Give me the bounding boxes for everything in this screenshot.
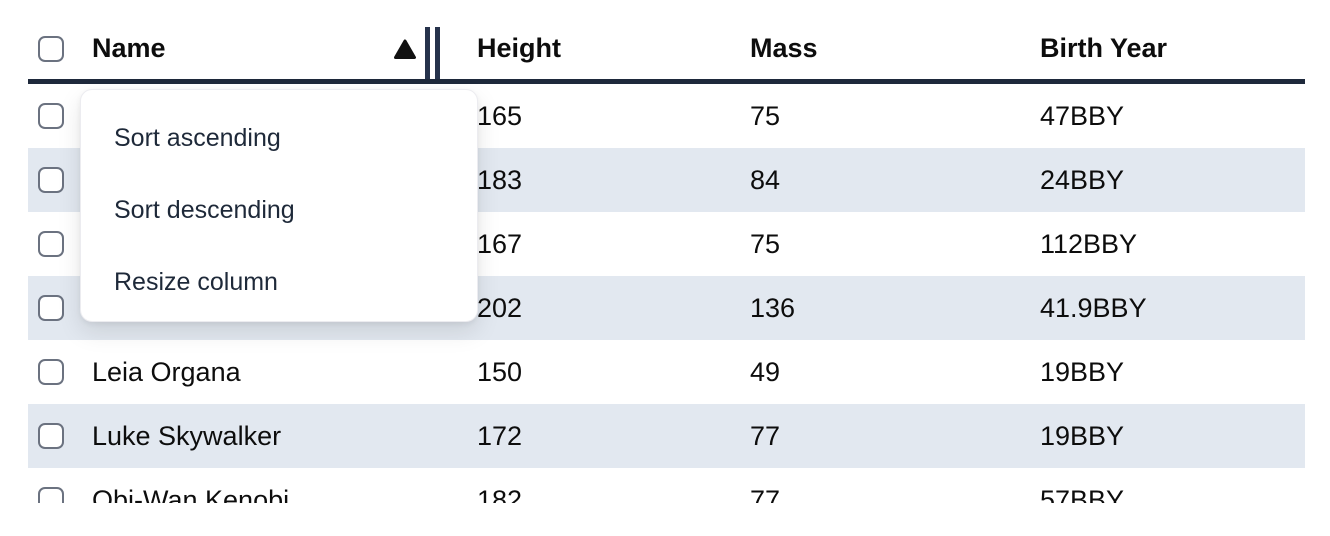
row-checkbox-cell	[28, 231, 80, 257]
menu-item-sort-ascending[interactable]: Sort ascending	[114, 124, 281, 152]
cell-name: Obi-Wan Kenobi	[92, 484, 290, 504]
row-checkbox-cell	[28, 295, 80, 321]
row-checkbox-cell	[28, 423, 80, 449]
cell-birth-year: 24BBY	[1040, 164, 1125, 195]
column-header-height[interactable]: Height	[477, 33, 561, 63]
cell-birth-year: 41.9BBY	[1040, 292, 1147, 323]
menu-item-resize-column[interactable]: Resize column	[114, 268, 278, 296]
cell-height: 202	[477, 292, 523, 323]
column-context-menu: Sort ascending Sort descending Resize co…	[80, 89, 478, 322]
cell-mass: 77	[750, 484, 781, 504]
cell-mass: 75	[750, 100, 781, 131]
cell-birth-year: 19BBY	[1040, 356, 1125, 387]
column-header-birth-year[interactable]: Birth Year	[1040, 33, 1168, 63]
cell-height: 167	[477, 228, 523, 259]
cell-height: 172	[477, 420, 523, 451]
row-checkbox[interactable]	[38, 487, 64, 503]
cell-birth-year: 57BBY	[1040, 484, 1125, 504]
column-resize-handle[interactable]	[425, 27, 440, 79]
cell-height: 183	[477, 164, 523, 195]
row-checkbox-cell	[28, 167, 80, 193]
row-checkbox[interactable]	[38, 359, 64, 385]
cell-mass: 84	[750, 164, 781, 195]
cell-birth-year: 112BBY	[1040, 228, 1138, 259]
row-checkbox[interactable]	[38, 103, 64, 129]
cell-birth-year: 47BBY	[1040, 100, 1125, 131]
column-header-mass[interactable]: Mass	[750, 33, 818, 63]
cell-mass: 49	[750, 356, 781, 387]
row-checkbox[interactable]	[38, 231, 64, 257]
data-table: Name Height Mass Birth Year 165 75 47BBY	[28, 0, 1305, 503]
cell-mass: 136	[750, 292, 796, 323]
row-checkbox[interactable]	[38, 423, 64, 449]
cell-height: 165	[477, 100, 523, 131]
cell-name: Luke Skywalker	[92, 420, 282, 451]
cell-height: 150	[477, 356, 523, 387]
cell-name: Leia Organa	[92, 356, 241, 387]
table-row: Obi-Wan Kenobi 182 77 57BBY	[28, 468, 1305, 503]
cell-height: 182	[477, 484, 523, 504]
table-row: Luke Skywalker 172 77 19BBY	[28, 404, 1305, 468]
row-checkbox-cell	[28, 487, 80, 503]
sort-ascending-icon	[394, 39, 416, 59]
header-checkbox-cell	[28, 35, 80, 62]
cell-mass: 75	[750, 228, 781, 259]
row-checkbox-cell	[28, 359, 80, 385]
cell-birth-year: 19BBY	[1040, 420, 1125, 451]
resize-bar-right-icon	[435, 27, 440, 79]
row-checkbox-cell	[28, 103, 80, 129]
select-all-checkbox[interactable]	[38, 35, 64, 62]
menu-item-sort-descending[interactable]: Sort descending	[114, 196, 295, 224]
resize-bar-left-icon	[425, 27, 430, 79]
row-checkbox[interactable]	[38, 167, 64, 193]
column-header-name[interactable]: Name	[92, 33, 166, 63]
table-header-row: Name Height Mass Birth Year	[28, 0, 1305, 84]
row-checkbox[interactable]	[38, 295, 64, 321]
table-row: Leia Organa 150 49 19BBY	[28, 340, 1305, 404]
cell-mass: 77	[750, 420, 781, 451]
